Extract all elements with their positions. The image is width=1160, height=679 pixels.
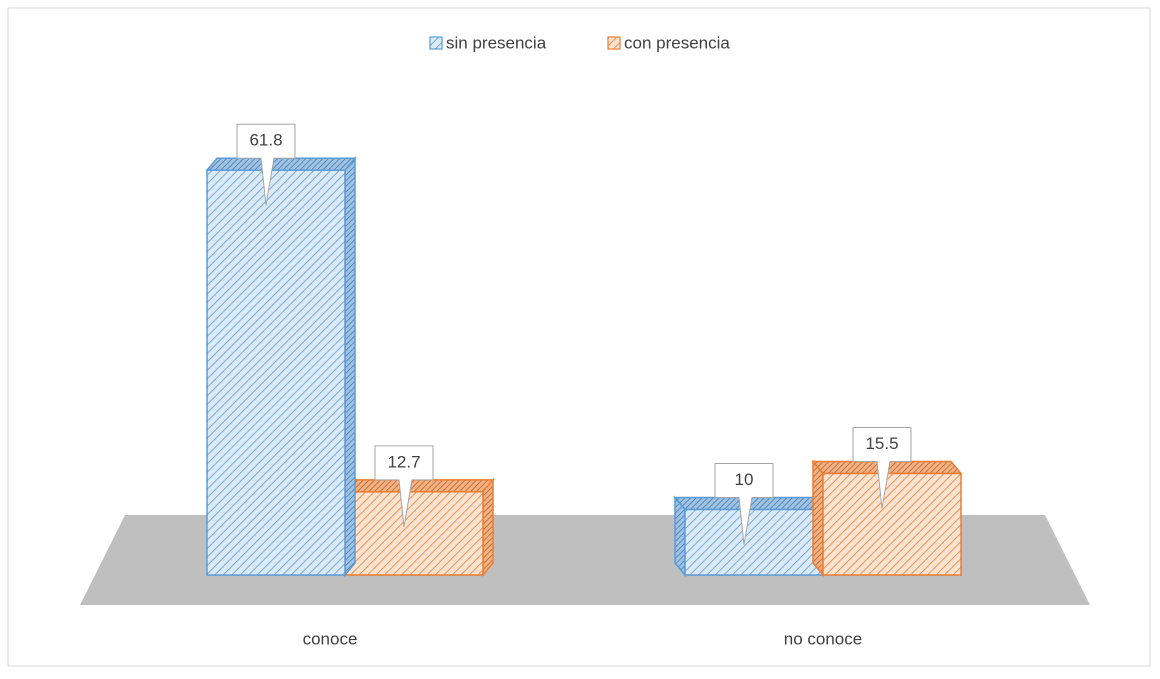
- data-label: 61.8: [249, 131, 282, 150]
- bar-front: [822, 472, 962, 576]
- bar-side: [344, 156, 356, 578]
- bar-front: [344, 491, 484, 576]
- bar-side: [674, 495, 686, 578]
- data-label-callout: [374, 445, 434, 527]
- data-label-callout: [852, 426, 912, 509]
- data-label-callout: [714, 463, 774, 545]
- bar-front: [206, 169, 346, 576]
- legend-swatch: [429, 36, 443, 50]
- legend-label: sin presencia: [446, 33, 547, 52]
- legend-swatch: [607, 36, 621, 50]
- bar: [811, 459, 963, 578]
- data-label: 15.5: [865, 434, 898, 453]
- legend-label: con presencia: [624, 33, 730, 52]
- data-label: 12.7: [387, 452, 420, 471]
- bar-front: [684, 508, 824, 576]
- bar-top: [205, 157, 357, 171]
- bar-side: [812, 459, 824, 578]
- data-label: 10: [735, 470, 754, 489]
- bar-top: [343, 479, 495, 493]
- x-tick-label: conoce: [303, 629, 358, 648]
- bar: [343, 477, 495, 578]
- x-tick-label: no conoce: [784, 629, 862, 648]
- bar-side: [482, 477, 494, 578]
- bar: [205, 156, 357, 578]
- data-label-callout: [236, 123, 296, 206]
